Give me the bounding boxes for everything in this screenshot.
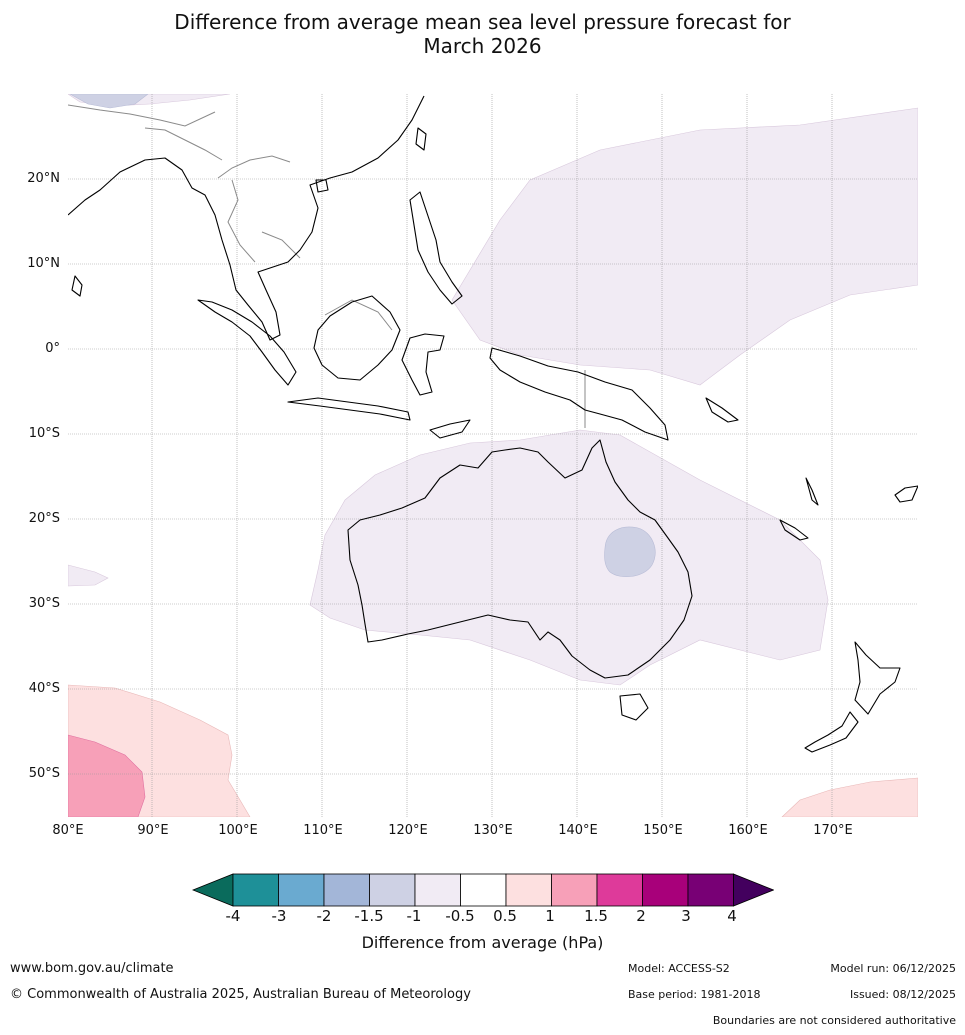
footer-base-period: Base period: 1981-2018 <box>628 988 761 1001</box>
legend-tick: -1.5 <box>354 907 384 925</box>
legend-colorbar <box>192 873 774 907</box>
legend-swatch <box>596 873 643 907</box>
legend-swatch <box>642 873 689 907</box>
coast-java <box>287 397 411 421</box>
lat-label-10s: 10°S <box>28 426 60 441</box>
legend-tick: -4 <box>225 907 241 925</box>
lon-label-90e: 90°E <box>137 823 169 838</box>
legend-tick: 3 <box>681 907 691 925</box>
coast-hainan <box>315 179 329 193</box>
legend-swatch <box>505 873 552 907</box>
legend-swatch <box>232 873 279 907</box>
coast-taiwan <box>415 127 427 151</box>
lon-label-120e: 120°E <box>388 823 428 838</box>
footer-model-run: Model run: 06/12/2025 <box>830 962 956 975</box>
anomaly-region-pos0.5-southeast <box>781 777 918 817</box>
chart-title: Difference from average mean sea level p… <box>0 10 965 58</box>
lon-label-140e: 140°E <box>558 823 598 838</box>
legend-tick: 1 <box>545 907 555 925</box>
lat-label-30s: 30°S <box>28 596 60 611</box>
lat-label-20s: 20°S <box>28 511 60 526</box>
anomaly-region-pos1-southwest <box>68 734 146 817</box>
title-line-2: March 2026 <box>423 34 542 58</box>
footer-copyright: © Commonwealth of Australia 2025, Austra… <box>10 987 471 1002</box>
coast-philippines <box>409 191 463 305</box>
coast-vanuatu <box>805 477 819 506</box>
legend-swatch <box>551 873 598 907</box>
footer-website: www.bom.gov.au/climate <box>10 961 174 976</box>
footer-model: Model: ACCESS-S2 <box>628 962 730 975</box>
legend-swatch-extend-high <box>733 873 774 907</box>
country-borders <box>68 104 586 428</box>
anomaly-region-neg0.5-indian <box>68 564 109 587</box>
title-line-1: Difference from average mean sea level p… <box>174 10 791 34</box>
coast-borneo <box>313 295 401 381</box>
coast-sri-lanka <box>71 275 83 297</box>
legend-tick: -2 <box>316 907 332 925</box>
coast-nz-north <box>854 641 901 715</box>
legend-swatch <box>323 873 370 907</box>
coast-new-caledonia <box>779 519 809 541</box>
coast-new-guinea <box>489 347 669 441</box>
pressure-anomaly-map <box>68 94 918 817</box>
legend-swatch <box>687 873 734 907</box>
legend-label: Difference from average (hPa) <box>361 933 604 952</box>
coastlines <box>68 95 918 753</box>
lon-label-110e: 110°E <box>303 823 343 838</box>
legend-swatch-extend-low <box>192 873 234 907</box>
lat-label-20n: 20°N <box>27 171 60 186</box>
lat-label-10n: 10°N <box>27 256 60 271</box>
lat-label-40s: 40°S <box>28 681 60 696</box>
coast-timor <box>429 419 471 439</box>
coast-australia <box>347 439 693 679</box>
coast-nz-south <box>804 711 859 753</box>
coast-tasmania <box>619 693 649 721</box>
legend-tick: -3 <box>271 907 287 925</box>
anomaly-region-neg1-north <box>69 94 149 109</box>
lat-label-0: 0° <box>45 341 60 356</box>
legend-swatch <box>460 873 507 907</box>
coast-fiji <box>894 485 918 503</box>
legend-tick: 2 <box>636 907 646 925</box>
lon-label-80e: 80°E <box>52 823 84 838</box>
coast-sumatra <box>197 299 297 386</box>
legend-tick: 4 <box>727 907 737 925</box>
lat-label-50s: 50°S <box>28 766 60 781</box>
legend-tick: 1.5 <box>584 907 608 925</box>
graticule <box>68 94 918 817</box>
lon-label-150e: 150°E <box>643 823 683 838</box>
lon-label-160e: 160°E <box>728 823 768 838</box>
lon-label-170e: 170°E <box>813 823 853 838</box>
legend-swatch <box>369 873 416 907</box>
footer-issued: Issued: 08/12/2025 <box>849 988 956 1001</box>
anomaly-region-neg0.5-australia <box>309 429 829 686</box>
coast-asia <box>68 95 425 341</box>
anomaly-region-neg0.5-pacific <box>451 107 918 386</box>
coast-solomon <box>705 397 739 423</box>
lon-label-100e: 100°E <box>218 823 258 838</box>
legend-tick: -0.5 <box>445 907 475 925</box>
anomaly-region-neg1-qld <box>604 526 656 578</box>
legend-tick: 0.5 <box>493 907 517 925</box>
legend-tick: -1 <box>406 907 422 925</box>
footer-disclaimer: Boundaries are not considered authoritat… <box>712 1014 956 1027</box>
legend-swatch <box>278 873 325 907</box>
lon-label-130e: 130°E <box>473 823 513 838</box>
legend-swatch <box>414 873 461 907</box>
coast-sulawesi <box>401 333 445 396</box>
